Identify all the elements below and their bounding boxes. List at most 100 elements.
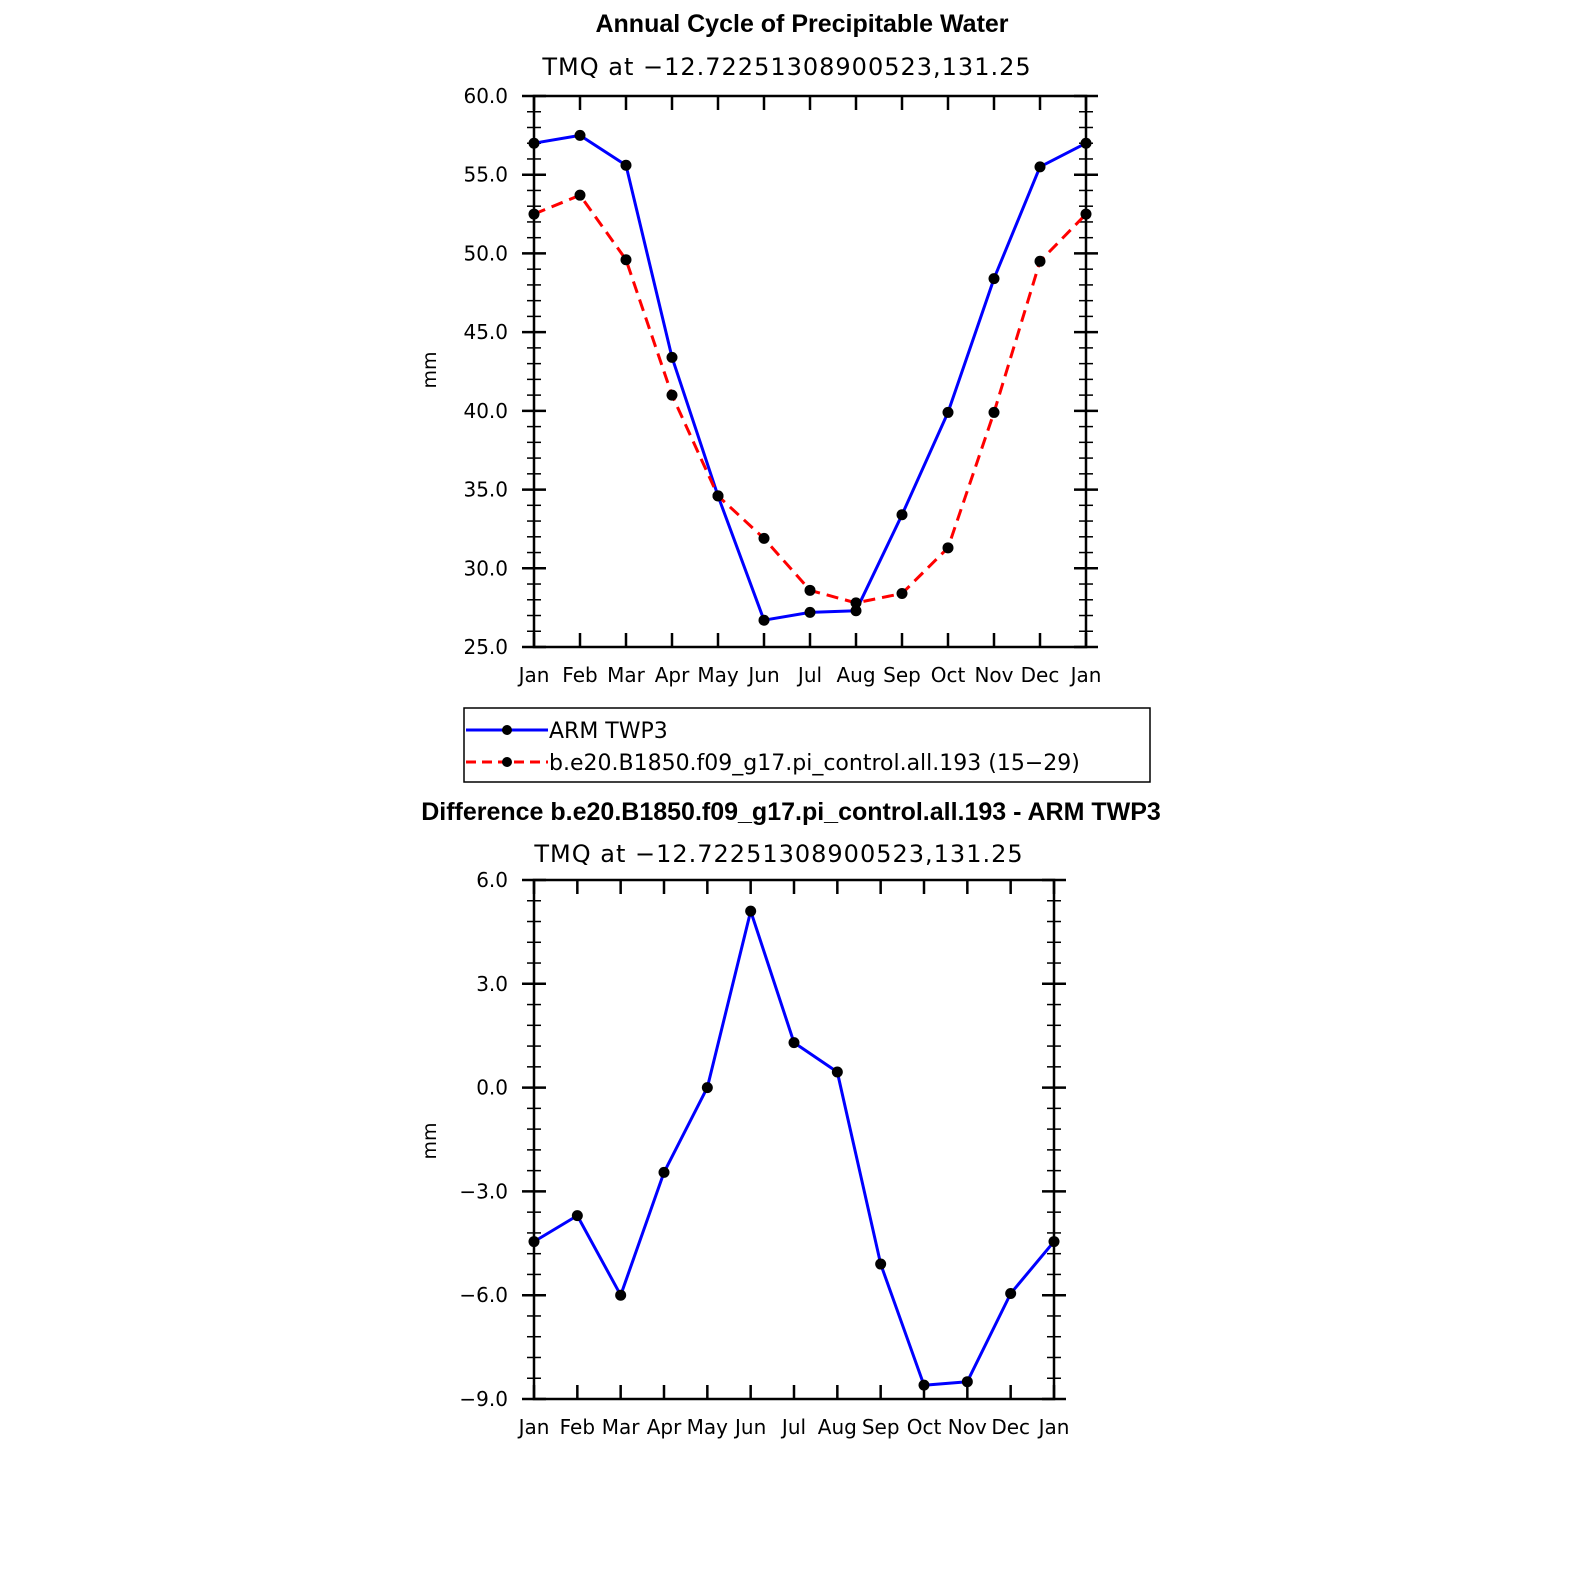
- data-point: [1080, 137, 1092, 149]
- data-point: [1080, 208, 1092, 220]
- x-tick-label: Dec: [991, 1415, 1030, 1439]
- x-tick-label: Aug: [836, 663, 875, 687]
- chart-title: Difference b.e20.B1850.f09_g17.pi_contro…: [421, 798, 1161, 826]
- y-tick-label: 50.0: [463, 241, 508, 265]
- y-tick-label: −6.0: [459, 1283, 508, 1307]
- data-point: [620, 254, 632, 266]
- series-layer: [528, 905, 1060, 1391]
- data-point: [961, 1376, 973, 1388]
- chart-title: Annual Cycle of Precipitable Water: [595, 10, 1008, 38]
- plot-frame: [532, 94, 1088, 649]
- data-point: [804, 584, 816, 596]
- x-tick-label: Feb: [560, 1415, 595, 1439]
- data-point: [896, 509, 908, 521]
- x-tick-label: Dec: [1021, 663, 1060, 687]
- data-point: [701, 1082, 713, 1094]
- x-tick-label: Sep: [862, 1415, 900, 1439]
- x-tick-label: Apr: [647, 1415, 682, 1439]
- x-tick-label: Feb: [562, 663, 597, 687]
- data-point: [988, 273, 1000, 285]
- series-line: [533, 909, 1056, 1387]
- annual-cycle-chart: Annual Cycle of Precipitable Water TMQ a…: [419, 10, 1101, 687]
- x-tick-label: Jun: [733, 1415, 766, 1439]
- data-point: [758, 614, 770, 626]
- x-tick-label: Jan: [517, 1415, 550, 1439]
- data-point: [988, 406, 1000, 418]
- legend: ARM TWP3 b.e20.B1850.f09_g17.pi_control.…: [463, 707, 1151, 783]
- data-point: [574, 189, 586, 201]
- plot-area: Jan Feb Mar Apr May Jun Jul Aug Sep Oct Nov Dec Jan−…: [459, 868, 1069, 1439]
- y-tick-label: 0.0: [476, 1076, 508, 1100]
- x-tick-label: Jul: [780, 1415, 806, 1439]
- chart-subtitle: TMQ at −12.72251308900523,131.25: [541, 53, 1031, 81]
- x-tick-label: Jan: [517, 663, 550, 687]
- series-layer: [528, 129, 1092, 626]
- y-tick-label: −9.0: [459, 1387, 508, 1411]
- data-point: [528, 137, 540, 149]
- data-point: [850, 605, 862, 617]
- data-point: [615, 1289, 627, 1301]
- x-tick-label: Nov: [974, 663, 1013, 687]
- x-tick-label: Jun: [746, 663, 779, 687]
- data-point: [804, 606, 816, 618]
- y-tick-label: 25.0: [463, 635, 508, 659]
- data-point: [745, 905, 757, 917]
- data-point: [658, 1166, 670, 1178]
- y-tick-label: 55.0: [463, 163, 508, 187]
- legend-label-arm: ARM TWP3: [549, 719, 668, 744]
- data-point: [896, 587, 908, 599]
- y-tick-label: 40.0: [463, 399, 508, 423]
- y-tick-label: −3.0: [459, 1179, 508, 1203]
- y-axis-label: mm: [419, 1122, 441, 1159]
- x-tick-label: Aug: [818, 1415, 857, 1439]
- series-line: [533, 133, 1087, 622]
- data-point: [831, 1066, 843, 1078]
- x-tick-label: Mar: [607, 663, 646, 687]
- x-tick-label: Apr: [655, 663, 690, 687]
- data-point: [942, 542, 954, 554]
- data-point: [620, 159, 632, 171]
- plot-area: Jan Feb Mar Apr May Jun Jul Aug Sep Oct Nov Dec Jan 2…: [463, 84, 1101, 687]
- data-point: [918, 1379, 930, 1391]
- x-tick-label: Oct: [931, 663, 966, 687]
- data-point: [758, 532, 770, 544]
- x-tick-label: Jan: [1069, 663, 1102, 687]
- difference-chart: Difference b.e20.B1850.f09_g17.pi_contro…: [419, 798, 1161, 1439]
- x-tick-label: Jan: [1037, 1415, 1070, 1439]
- data-point: [666, 351, 678, 363]
- y-axis-label: mm: [419, 351, 441, 388]
- x-tick-label: May: [687, 1415, 729, 1439]
- data-point: [666, 389, 678, 401]
- legend-label-model: b.e20.B1850.f09_g17.pi_control.all.193 (…: [549, 751, 1080, 776]
- legend-box: [463, 707, 1151, 783]
- data-point: [942, 406, 954, 418]
- data-point: [528, 208, 540, 220]
- x-tick-label: Nov: [948, 1415, 987, 1439]
- y-tick-label: 6.0: [476, 868, 508, 892]
- data-point: [788, 1037, 800, 1049]
- data-point: [1034, 161, 1046, 173]
- x-tick-label: May: [697, 663, 739, 687]
- y-tick-label: 3.0: [476, 972, 508, 996]
- x-tick-label: Jul: [796, 663, 822, 687]
- data-point: [574, 129, 586, 141]
- data-point: [571, 1210, 583, 1222]
- data-point: [1048, 1236, 1060, 1248]
- chart-subtitle: TMQ at −12.72251308900523,131.25: [533, 840, 1023, 868]
- x-tick-label: Mar: [602, 1415, 641, 1439]
- data-point: [1005, 1287, 1017, 1299]
- data-point: [1034, 255, 1046, 267]
- y-tick-label: 60.0: [463, 84, 508, 108]
- plot-frame: [532, 878, 1056, 1401]
- y-tick-label: 45.0: [463, 320, 508, 344]
- y-tick-label: 30.0: [463, 556, 508, 580]
- data-point: [712, 490, 724, 502]
- data-point: [528, 1236, 540, 1248]
- x-tick-label: Sep: [883, 663, 921, 687]
- data-point: [850, 597, 862, 609]
- x-tick-label: Oct: [907, 1415, 942, 1439]
- legend-marker-model: [502, 757, 512, 767]
- data-point: [875, 1258, 887, 1270]
- legend-marker-arm: [502, 725, 512, 735]
